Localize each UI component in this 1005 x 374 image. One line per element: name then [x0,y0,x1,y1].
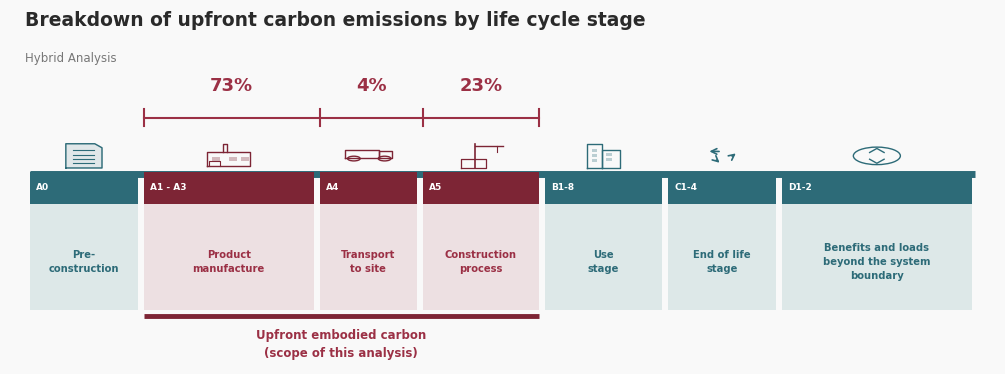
Bar [241,157,249,161]
Bar [545,172,662,204]
Text: A5: A5 [429,183,442,193]
Bar [592,150,597,153]
Bar [320,172,417,204]
Text: 4%: 4% [356,77,387,95]
Text: Benefits and loads
beyond the system
boundary: Benefits and loads beyond the system bou… [823,243,931,282]
Text: A1 - A3: A1 - A3 [150,183,186,193]
Text: A4: A4 [326,183,339,193]
Text: A0: A0 [36,183,49,193]
Bar [592,159,597,162]
Bar [30,172,138,204]
Text: Breakdown of upfront carbon emissions by life cycle stage: Breakdown of upfront carbon emissions by… [25,11,646,30]
Bar [144,172,314,204]
Bar [144,204,314,310]
Bar [782,204,972,310]
Bar [592,154,597,157]
Bar [668,204,776,310]
Bar [423,172,539,204]
Bar [423,204,539,310]
Text: End of life
stage: End of life stage [693,251,751,275]
Bar [320,204,417,310]
Text: Product
manufacture: Product manufacture [193,251,264,275]
Text: D1-2: D1-2 [788,183,812,193]
Text: 23%: 23% [459,77,502,95]
Bar [782,172,972,204]
Text: C1-4: C1-4 [674,183,697,193]
Text: Construction
process: Construction process [445,251,517,275]
Text: Hybrid Analysis: Hybrid Analysis [25,52,117,65]
Text: Use
stage: Use stage [588,251,619,275]
Text: Pre-
construction: Pre- construction [48,251,120,275]
Text: B1-8: B1-8 [551,183,574,193]
Bar [229,157,237,161]
Text: 73%: 73% [210,77,253,95]
Text: Transport
to site: Transport to site [341,251,396,275]
Bar [606,153,612,156]
Bar [212,157,220,161]
Bar [606,158,612,161]
Bar [545,204,662,310]
Text: Upfront embodied carbon
(scope of this analysis): Upfront embodied carbon (scope of this a… [256,329,426,359]
Bar [30,204,138,310]
Polygon shape [66,144,103,168]
Bar [668,172,776,204]
